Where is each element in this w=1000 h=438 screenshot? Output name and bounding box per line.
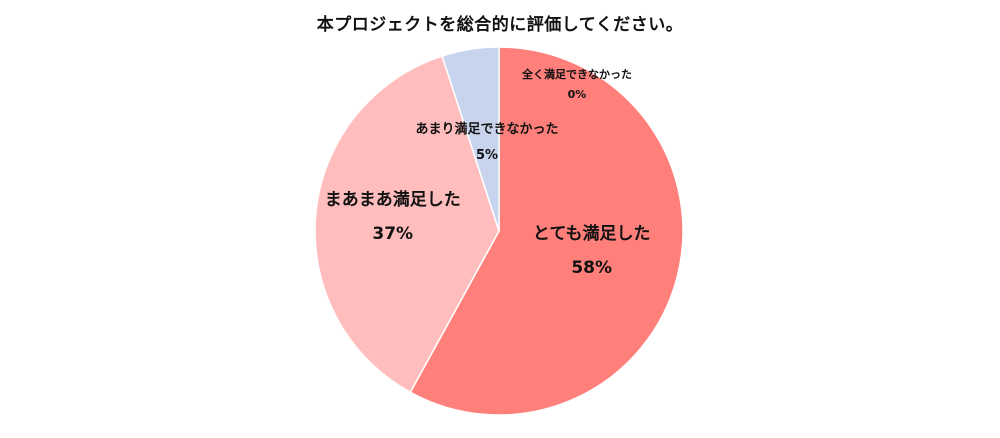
slice-2 bbox=[441, 46, 500, 232]
chart-title: 本プロジェクトを総合的に評価してください。 bbox=[316, 15, 684, 35]
slice-0-value-label: 58% bbox=[571, 258, 612, 278]
slice-0-label: とても満足した bbox=[533, 223, 651, 244]
slice-3-value-label: 0% bbox=[568, 88, 587, 101]
pie-labels: とても満足した 58% まあまあ満足した 37% あまり満足できなかった 5% 全く満足でき… bbox=[325, 67, 651, 278]
slice-2-value-label: 5% bbox=[476, 148, 498, 163]
slice-1-value-label: 37% bbox=[372, 224, 413, 244]
slice-1-label: まあまあ満足した bbox=[325, 189, 461, 210]
slice-1 bbox=[314, 55, 500, 394]
slice-2-label: あまり満足できなかった bbox=[415, 121, 558, 137]
slice-0 bbox=[409, 46, 684, 416]
pie-slices bbox=[314, 46, 684, 416]
slice-3-label: 全く満足できなかった bbox=[521, 67, 632, 81]
